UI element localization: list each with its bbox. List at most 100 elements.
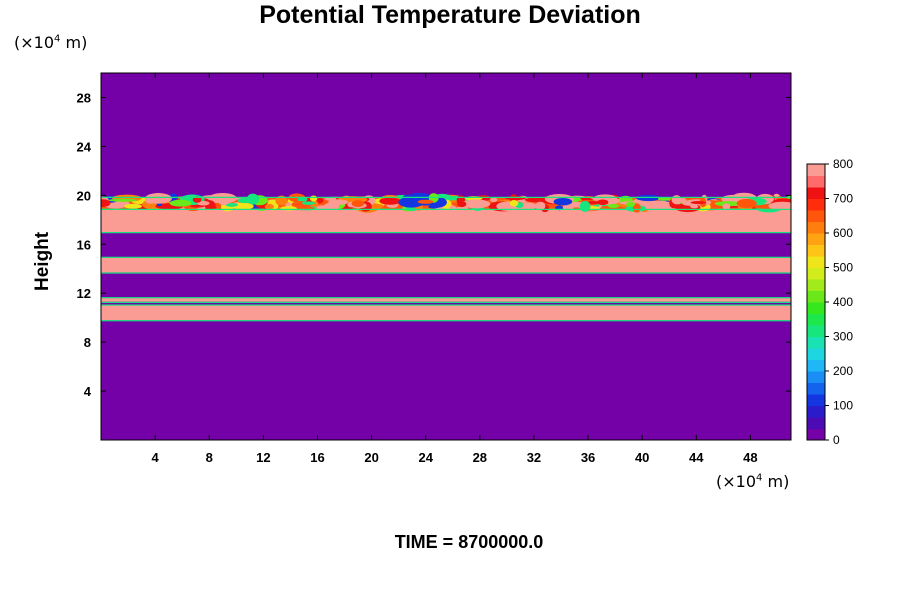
colorbar-tick-label: 400 [833,295,853,309]
turbulence-patch [461,199,491,209]
colorbar-swatch [807,417,825,429]
y-tick-label: 16 [77,237,91,252]
colorbar-tick-label: 0 [833,433,840,447]
turbulence-patch [489,197,498,203]
turbulence-patch [225,202,238,207]
colorbar-swatch [807,279,825,291]
band-edge [101,301,791,303]
chart-title: Potential Temperature Deviation [259,1,641,29]
plot-frame [100,72,792,441]
turbulence-patch [217,194,231,206]
colorbar-swatch [807,267,825,280]
turbulence-patch [625,201,636,207]
turbulence-patch [553,197,573,206]
turbulence-patch [671,195,682,205]
turbulence-patch [768,201,791,211]
colorbar-tick-label: 700 [833,192,853,206]
band-2 [101,257,791,273]
colorbar-swatch [807,210,825,222]
y-tick-label: 28 [77,90,91,105]
turbulence-patch [197,200,210,206]
turbulence-patch [722,203,731,210]
x-tick-label: 24 [418,450,433,465]
x-tick-label: 32 [527,450,541,465]
turbulence-patch [275,195,288,206]
colorbar-swatch [807,348,825,360]
colorbar-tick-label: 300 [833,330,853,344]
time-label: TIME = 8700000.0 [394,532,544,552]
y-axis-ticks: 4 8 12 16 20 24 28 [77,90,791,399]
colorbar-tick-label: 500 [833,261,853,275]
x-axis-unit: (×104 m) [716,472,789,491]
y-axis-unit: (×104 m) [14,33,87,52]
x-unit-suffix: m) [762,472,790,491]
colorbar-tick-label: 600 [833,226,853,240]
turbulence-patch [237,197,254,204]
turbulence-patch [690,205,699,209]
colorbar-swatch [807,313,825,326]
colorbar-tick-label: 100 [833,399,853,413]
colorbar: 0 100 200 300 400 500 600 700 800 [806,157,853,447]
colorbar-swatch [807,290,825,303]
x-tick-label: 36 [581,450,595,465]
y-tick-label: 20 [77,188,91,203]
colorbar-swatch [807,302,825,314]
turbulence-patch [328,199,348,205]
turbulence-patch [428,204,439,209]
band-edge [101,320,791,322]
colorbar-swatch [807,187,825,199]
colorbar-swatch [807,164,825,176]
band-edge [101,297,791,299]
colorbar-swatch [807,256,825,268]
turbulence-patch [192,196,202,203]
x-tick-label: 44 [689,450,704,465]
colorbar-swatch [807,221,825,234]
y-unit-exponent: 4 [54,33,61,45]
colorbar-swatch [807,394,825,406]
colorbar-swatch [807,336,825,349]
y-tick-label: 4 [84,384,92,399]
x-unit-exponent: 4 [756,472,763,484]
colorbar-tick-label: 200 [833,364,853,378]
x-unit-base: (×10 [716,472,757,491]
turbulence-patch [398,196,424,208]
band-edge [101,196,791,198]
x-tick-label: 4 [152,450,160,465]
turbulence-patch [417,199,434,204]
colorbar-swatch [807,382,825,395]
turbulence-patch [264,203,274,210]
colorbar-swatch [807,405,825,418]
colorbar-swatch [807,359,825,372]
turbulence-patch [379,197,402,205]
turbulence-patch [736,198,757,209]
x-axis-ticks: 4 8 12 16 20 24 28 32 36 40 44 48 [152,73,758,465]
turbulence-patch [586,201,600,205]
colorbar-swatch [807,371,825,383]
x-tick-label: 8 [206,450,213,465]
band-edge [101,272,791,274]
x-tick-label: 40 [635,450,649,465]
band-3 [101,305,791,321]
y-tick-label: 12 [77,286,91,301]
band-0 [101,208,791,233]
turbulence-patch [457,201,467,208]
turbulence-patch [322,202,339,214]
turbulence-patch [597,199,609,206]
turbulence-patch [657,197,672,201]
turbulence-patch [351,200,365,208]
turbulence-patch [509,199,519,207]
turbulence-patch [449,205,456,212]
colorbar-swatch [807,175,825,188]
y-tick-label: 8 [84,335,91,350]
y-unit-suffix: m) [60,33,88,52]
turbulence-patch [535,201,546,211]
colorbar-swatch [807,233,825,245]
colorbar-swatch [807,325,825,337]
turbulence-patch [108,198,137,202]
y-unit-base: (×10 [14,33,55,52]
turbulence-patch [169,199,192,207]
heatmap-field [101,73,791,440]
colorbar-swatch [807,198,825,211]
turbulence-patch [101,199,111,207]
